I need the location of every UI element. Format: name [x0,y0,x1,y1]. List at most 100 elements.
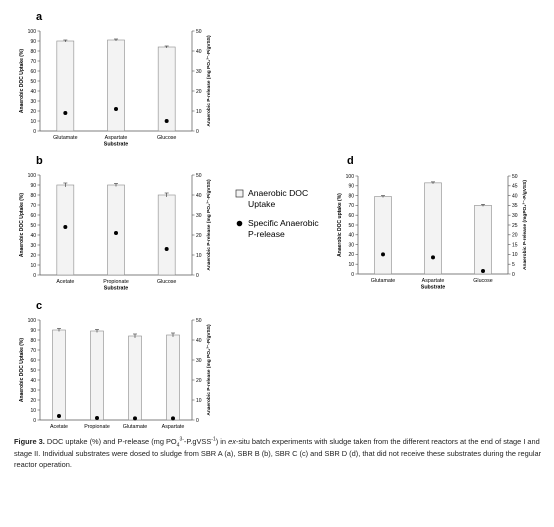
caption-text-2: -P.gVSS [183,437,212,446]
x-tick-label: Propionate [103,279,129,285]
x-tick-label: Glutamate [371,278,395,284]
y-tick-label: 10 [30,263,36,269]
y-tick-label: 50 [348,223,354,229]
caption-text-1: DOC uptake (%) and P-release (mg PO [44,437,177,446]
y-tick-label: 60 [30,69,36,75]
y-tick-label: 40 [30,233,36,239]
y-axis-label: Anaerobic DOC Uptake (%) [19,338,25,403]
chart-panel-b: b 0 10 20 30 40 50 60 70 80 90 100 0 10 20 30 40 50 Acetat… [19,155,212,292]
caption-sup-2: -1 [211,436,216,443]
y2-tick-label: 30 [196,69,202,75]
y-tick-label: 30 [30,99,36,105]
y-tick-label: 70 [30,203,36,209]
y2-tick-label: 25 [512,223,518,229]
y-tick-label: 30 [30,388,36,394]
y-tick-label: 20 [348,252,354,258]
data-point [431,255,435,260]
y-tick-label: 70 [30,348,36,354]
y2-tick-label: 45 [512,184,518,190]
x-tick-label: Aspartate [105,135,128,141]
y-tick-label: 50 [30,368,36,374]
caption-text-4: -situ batch experiments with sludge take… [14,437,542,469]
data-point [381,252,385,257]
bar [107,184,125,276]
y2-axis-label: Anaerobic P-release (mg PO₄³⁻-P/gVSS) [206,179,212,271]
y2-tick-label: 50 [196,29,202,35]
bar [474,205,492,275]
data-point [57,414,61,418]
y-tick-label: 40 [348,233,354,239]
y2-tick-label: 10 [512,252,518,258]
bar [90,330,104,421]
y-tick-label: 90 [30,39,36,45]
legend-swatch-dot [236,220,243,227]
y-tick-label: 80 [348,193,354,199]
y-tick-label: 20 [30,109,36,115]
legend-label: Anaerobic DOC [248,188,308,198]
y2-tick-label: 15 [512,242,518,248]
y-tick-label: 100 [28,173,37,179]
data-point [63,225,68,229]
legend-swatch-bar [235,189,244,198]
x-tick-label: Aspartate [422,278,445,284]
y-tick-label: 10 [30,119,36,125]
y-tick-label: 0 [33,129,36,135]
y2-tick-label: 20 [512,233,518,239]
y-tick-label: 60 [30,358,36,364]
bar [56,40,75,132]
y2-tick-label: 0 [196,273,199,279]
y2-tick-label: 50 [196,318,202,324]
bar [166,334,180,421]
y2-tick-label: 40 [196,49,202,55]
y-tick-label: 80 [30,193,36,199]
bar [107,39,125,132]
y2-tick-label: 10 [196,109,202,115]
y2-axis-label: Anaerobic P-release (mg PO₄³⁻-P/gVSS) [206,35,212,127]
y-tick-label: 0 [33,273,36,279]
y2-tick-label: 0 [196,129,199,135]
x-tick-label: Propionate [84,424,110,430]
y-tick-label: 60 [348,213,354,219]
caption-italic: ex [228,437,236,446]
y2-tick-label: 35 [512,203,518,209]
panel-letter: a [36,11,43,23]
y2-tick-label: 30 [196,213,202,219]
caption-figure-label: Figure 3. [14,437,45,446]
y-tick-label: 40 [30,89,36,95]
legend-label: P-release [248,229,285,239]
panel-letter: c [36,300,42,312]
y2-tick-label: 40 [196,338,202,344]
y2-tick-label: 30 [196,358,202,364]
y2-tick-label: 30 [512,213,518,219]
y2-tick-label: 20 [196,89,202,95]
y-tick-label: 40 [30,378,36,384]
y-tick-label: 30 [30,243,36,249]
y2-axis-label: Anaerobic P-release (mg PO₄³⁻-P/gVSS) [206,324,212,416]
y-tick-label: 50 [30,223,36,229]
y2-tick-label: 40 [512,193,518,199]
data-point [164,119,169,123]
y-tick-label: 70 [348,203,354,209]
data-point [133,416,137,421]
y-tick-label: 10 [30,408,36,414]
figure: a010203040506070809010001020304050Glutam… [19,11,528,430]
legend-label: Uptake [248,199,275,209]
x-tick-label: Glutamate [123,424,147,430]
y-axis-label: Anaerobic DOC Uptake (%) [19,49,25,114]
x-tick-label: Glutamate [53,135,77,141]
bar [424,182,442,275]
data-point [171,416,175,421]
x-tick-label: Glucose [473,278,492,284]
y-tick-label: 10 [348,262,354,268]
y2-tick-label: 5 [512,262,515,268]
bar [56,184,75,276]
caption-text-3: ) in [215,437,229,446]
figure-caption: Figure 3. DOC uptake (%) and P-release (… [14,436,544,481]
bar [157,194,176,276]
caption-sup-1: 3- [179,436,184,443]
data-point [164,247,169,251]
y2-axis-label: Anaerobic P-release (mgPO₄³⁻-P/gVSS) [522,180,528,270]
y2-tick-label: 50 [512,174,518,180]
y-tick-label: 90 [30,328,36,334]
y-tick-label: 80 [30,49,36,55]
